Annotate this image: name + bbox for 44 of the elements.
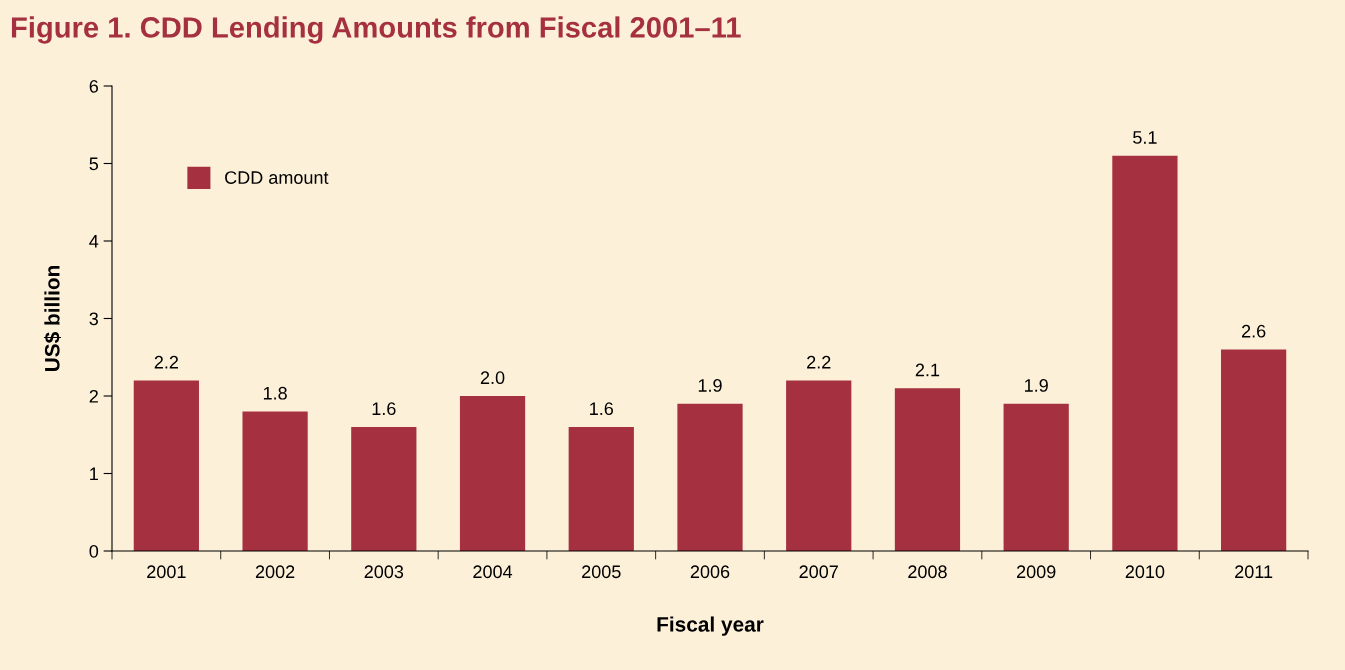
bar	[1112, 155, 1178, 551]
x-tick-label: 2003	[364, 565, 404, 579]
bar	[568, 427, 634, 551]
y-tick-label: 3	[89, 312, 99, 326]
data-label: 2.1	[915, 363, 940, 377]
bar	[894, 388, 961, 551]
y-tick-label: 0	[89, 544, 99, 558]
data-label: 1.8	[263, 386, 287, 400]
y-tick-label: 1	[90, 467, 98, 481]
data-label: 2.2	[154, 355, 179, 369]
data-label: 2.2	[807, 355, 831, 369]
x-tick-label: 2006	[690, 565, 730, 579]
x-tick-label: 2005	[582, 565, 621, 579]
y-tick-label: 2	[89, 389, 98, 403]
x-tick-label: 2011	[1235, 565, 1273, 579]
x-axis-title: Fiscal year	[657, 616, 764, 636]
bar	[1221, 349, 1287, 551]
y-tick-label: 6	[89, 79, 99, 93]
x-tick-label: 2010	[1125, 565, 1165, 579]
bar	[351, 427, 417, 551]
x-tick-label: 2008	[908, 565, 947, 579]
data-label: 2.6	[1242, 324, 1266, 338]
bar	[1003, 403, 1069, 551]
x-tick-label: 2004	[473, 565, 513, 579]
x-tick-label: 2001	[147, 565, 186, 579]
bar	[242, 411, 308, 551]
data-label: 1.6	[372, 402, 396, 416]
bar	[786, 380, 852, 551]
data-label: 1.9	[698, 379, 722, 392]
x-tick-label: 2009	[1017, 565, 1056, 579]
y-tick-label: 4	[89, 235, 99, 248]
data-label: 2.0	[480, 371, 505, 385]
data-label: 1.9	[1025, 379, 1048, 392]
bar	[133, 380, 199, 551]
chart-title: Figure 1. CDD Lending Amounts from Fiscal 2001–11	[11, 16, 741, 44]
x-tick-label: 2007	[799, 565, 838, 579]
y-axis-title: US$ billion	[43, 265, 61, 372]
x-tick-label: 2002	[255, 565, 295, 579]
data-label: 1.6	[590, 402, 614, 416]
legend-label: CDD amount	[225, 171, 329, 184]
bar	[459, 396, 526, 551]
data-label: 5.1	[1133, 131, 1157, 144]
y-tick-label: 5	[89, 157, 99, 171]
bar	[677, 403, 743, 551]
